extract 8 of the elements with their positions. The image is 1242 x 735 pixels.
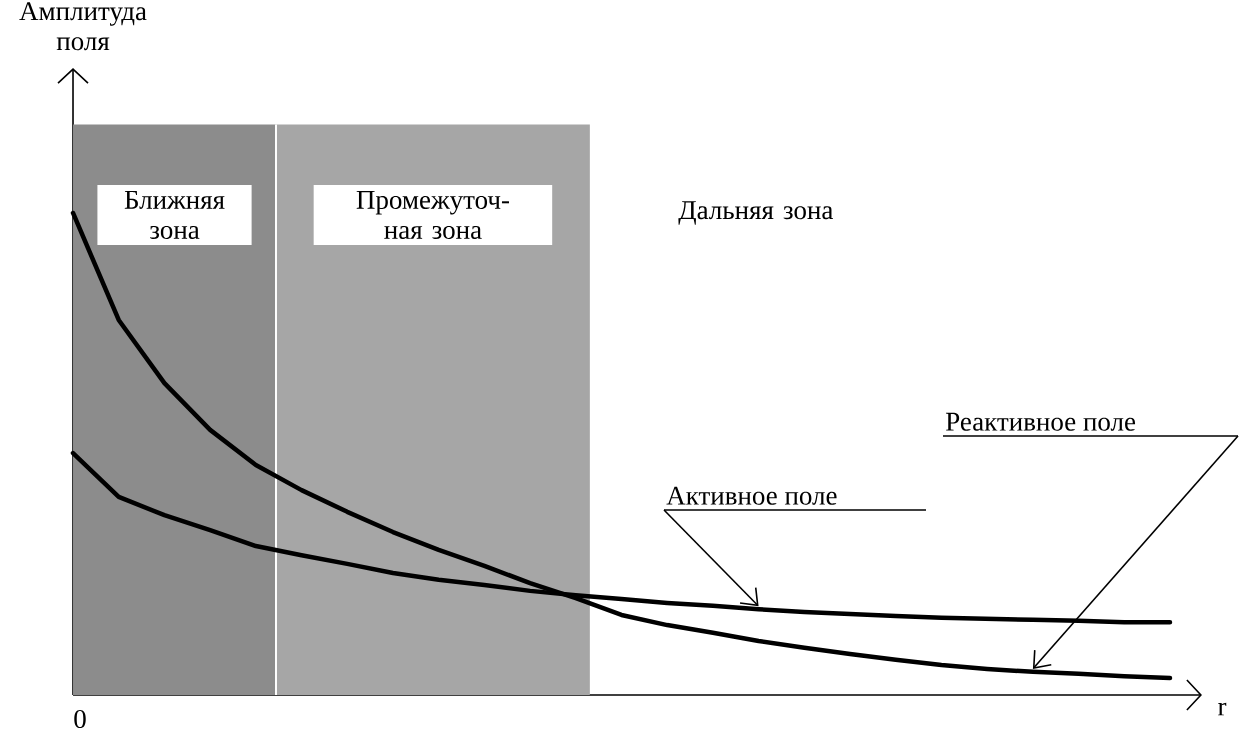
text: Амплитуда поля xyxy=(19,2,147,51)
annotation: Промежуточ-ная зона xyxy=(356,190,509,239)
annotation: Ближняя зона xyxy=(124,190,225,239)
annotation: Активное поле xyxy=(666,486,837,505)
annotation: Дальняя зона xyxy=(678,201,833,225)
text: 0 xyxy=(74,709,86,729)
x-axis-title: r xyxy=(1218,702,1227,716)
annotation: Реактивное поле xyxy=(945,412,1136,431)
